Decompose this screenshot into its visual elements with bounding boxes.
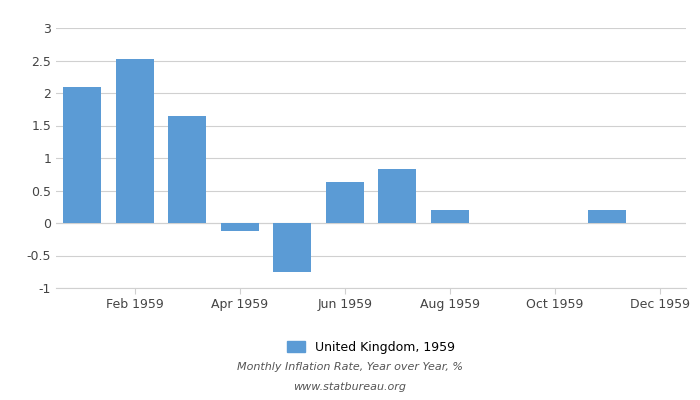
Text: Monthly Inflation Rate, Year over Year, %: Monthly Inflation Rate, Year over Year, … (237, 362, 463, 372)
Bar (169, 116, 206, 223)
Bar (430, 210, 469, 223)
Legend: United Kingdom, 1959: United Kingdom, 1959 (286, 341, 456, 354)
Text: www.statbureau.org: www.statbureau.org (293, 382, 407, 392)
Bar (378, 169, 416, 223)
Bar (326, 182, 364, 223)
Bar (116, 59, 153, 223)
Bar (63, 86, 102, 223)
Bar (588, 210, 626, 223)
Bar (273, 223, 312, 272)
Bar (221, 223, 258, 232)
